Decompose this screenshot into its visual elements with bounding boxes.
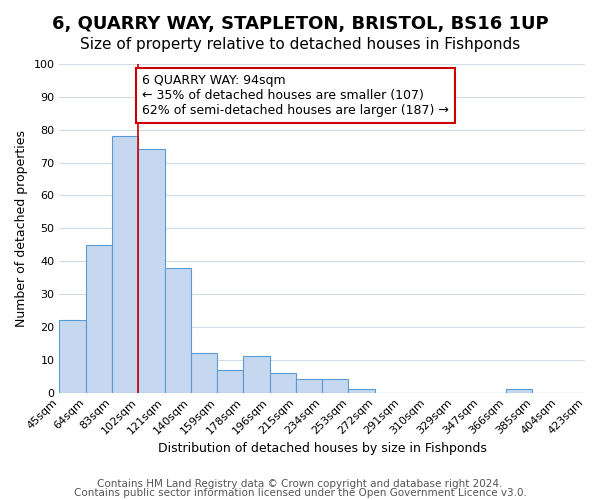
Bar — [191, 353, 217, 393]
Bar — [322, 380, 349, 392]
Bar — [506, 390, 532, 392]
Text: Size of property relative to detached houses in Fishponds: Size of property relative to detached ho… — [80, 38, 520, 52]
Bar — [349, 390, 375, 392]
Bar — [296, 380, 322, 392]
Bar — [59, 320, 86, 392]
Bar — [217, 370, 244, 392]
Bar — [244, 356, 269, 392]
Text: Contains HM Land Registry data © Crown copyright and database right 2024.: Contains HM Land Registry data © Crown c… — [97, 479, 503, 489]
Y-axis label: Number of detached properties: Number of detached properties — [15, 130, 28, 327]
Text: Contains public sector information licensed under the Open Government Licence v3: Contains public sector information licen… — [74, 488, 526, 498]
Bar — [269, 373, 296, 392]
X-axis label: Distribution of detached houses by size in Fishponds: Distribution of detached houses by size … — [158, 442, 487, 455]
Bar — [86, 244, 112, 392]
Bar — [138, 150, 164, 392]
Text: 6, QUARRY WAY, STAPLETON, BRISTOL, BS16 1UP: 6, QUARRY WAY, STAPLETON, BRISTOL, BS16 … — [52, 15, 548, 33]
Text: 6 QUARRY WAY: 94sqm
← 35% of detached houses are smaller (107)
62% of semi-detac: 6 QUARRY WAY: 94sqm ← 35% of detached ho… — [142, 74, 449, 117]
Bar — [112, 136, 138, 392]
Bar — [164, 268, 191, 392]
